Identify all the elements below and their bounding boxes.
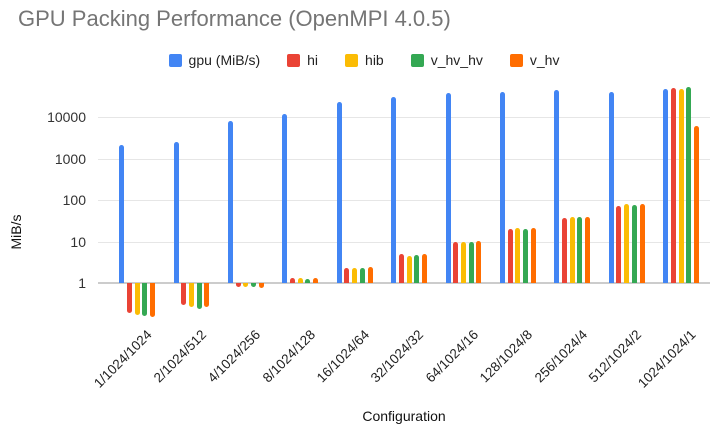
y-tick-label-1: 1 [78,275,86,291]
bar-hi-1024-1024-1[interactable] [670,87,676,283]
bar-v-hv-4-1024-256[interactable] [258,283,264,289]
gridline-1000 [98,158,710,160]
legend-swatch-v-hv-hv [410,53,424,67]
bar-v-hv-32-1024-32[interactable] [421,254,427,283]
gridline-100 [98,200,710,201]
y-axis-title: MiB/s [8,214,24,250]
legend-label: v_hv [529,52,560,68]
bar-v-hv-1-1024-1024[interactable] [149,283,155,318]
bar-gpu-mib-s-128-1024-8[interactable] [499,92,505,283]
legend-item-hi: hi [287,52,318,68]
legend-swatch-v-hv [509,53,523,67]
bar-hi-1-1024-1024[interactable] [126,283,132,313]
bar-hi-128-1024-8[interactable] [507,229,513,283]
bar-hib-32-1024-32[interactable] [406,255,412,283]
bar-hi-512-1024-2[interactable] [616,205,622,283]
bar-hib-8-1024-128[interactable] [297,278,303,283]
x-tick-label-1024-1024-1: 1024/1024/1 [634,327,699,391]
bar-hi-16-1024-64[interactable] [344,267,350,283]
bar-v-hv-hv-128-1024-8[interactable] [523,228,528,283]
gridline-1 [98,282,710,284]
gridline-10 [98,241,710,243]
bar-gpu-mib-s-4-1024-256[interactable] [227,121,233,283]
bar-v-hv-128-1024-8[interactable] [530,228,536,283]
bar-v-hv-256-1024-4[interactable] [585,216,591,283]
bar-hib-1024-1024-1[interactable] [678,88,684,283]
bar-v-hv-hv-1024-1024-1[interactable] [686,86,692,283]
legend-swatch-gpu-mib-s [168,53,182,67]
bar-hib-64-1024-16[interactable] [460,242,466,283]
x-tick-label-1-1024-1024: 1/1024/1024 [90,327,155,391]
bar-v-hv-hv-1-1024-1024[interactable] [142,283,148,317]
bar-v-hv-hv-64-1024-16[interactable] [468,242,474,283]
y-tick-label-1000: 1000 [54,150,86,167]
bar-gpu-mib-s-1024-1024-1[interactable] [663,89,669,283]
y-tick-label-100: 100 [62,192,86,208]
bar-gpu-mib-s-512-1024-2[interactable] [608,91,614,283]
gridline-10000 [98,117,710,118]
x-tick-label-32-1024-32: 32/1024/32 [368,327,427,386]
bar-hib-512-1024-2[interactable] [624,204,630,283]
plot-area [98,85,710,320]
legend: gpu (MiB/s) hi hib v_hv_hv v_hv [0,52,728,68]
bar-gpu-mib-s-8-1024-128[interactable] [282,113,288,283]
legend-item-gpu-mib-s: gpu (MiB/s) [168,52,261,68]
bar-v-hv-8-1024-128[interactable] [313,278,319,283]
bar-hib-128-1024-8[interactable] [515,227,521,283]
x-tick-label-2-1024-512: 2/1024/512 [150,327,210,386]
legend-item-v-hv: v_hv [509,52,560,68]
y-tick-label-10: 10 [70,233,86,250]
bar-v-hv-2-1024-512[interactable] [204,283,210,308]
bar-hi-256-1024-4[interactable] [562,218,567,283]
bar-hi-4-1024-256[interactable] [235,283,241,288]
bar-v-hv-64-1024-16[interactable] [476,240,482,283]
bar-hi-32-1024-32[interactable] [398,254,404,283]
x-tick-label-64-1024-16: 64/1024/16 [422,327,482,386]
bar-hib-256-1024-4[interactable] [569,216,575,283]
bar-v-hv-hv-256-1024-4[interactable] [577,217,583,283]
x-tick-label-16-1024-64: 16/1024/64 [313,327,373,386]
legend-item-v-hv-hv: v_hv_hv [410,52,483,68]
bar-v-hv-1024-1024-1[interactable] [693,125,699,283]
x-axis-title: Configuration [362,408,446,424]
legend-label: v_hv_hv [430,52,483,68]
bar-hib-16-1024-64[interactable] [352,268,358,283]
bar-v-hv-16-1024-64[interactable] [367,267,373,283]
x-tick-label-256-1024-4: 256/1024/4 [531,327,590,386]
bar-gpu-mib-s-16-1024-64[interactable] [336,101,342,283]
legend-label: hib [365,52,384,68]
legend-swatch-hi [287,53,301,67]
bar-gpu-mib-s-256-1024-4[interactable] [554,90,560,283]
bar-v-hv-512-1024-2[interactable] [639,204,645,283]
bar-gpu-mib-s-64-1024-16[interactable] [445,92,451,283]
chart-title: GPU Packing Performance (OpenMPI 4.0.5) [18,6,451,31]
bar-v-hv-hv-512-1024-2[interactable] [631,205,637,283]
legend-label: hi [307,52,319,68]
legend-swatch-hib [345,53,359,67]
bar-v-hv-hv-2-1024-512[interactable] [196,283,202,309]
bar-v-hv-hv-8-1024-128[interactable] [305,278,311,283]
legend-label: gpu (MiB/s) [188,52,261,68]
bar-hib-4-1024-256[interactable] [243,283,249,288]
bar-gpu-mib-s-2-1024-512[interactable] [173,141,179,283]
y-tick-label-10000: 10000 [47,109,86,125]
bar-v-hv-hv-16-1024-64[interactable] [359,267,365,283]
bar-hi-64-1024-16[interactable] [453,241,459,283]
bar-v-hv-hv-32-1024-32[interactable] [414,255,420,283]
x-tick-label-128-1024-8: 128/1024/8 [477,327,536,386]
x-tick-label-4-1024-256: 4/1024/256 [205,327,264,386]
bar-hi-8-1024-128[interactable] [290,278,295,283]
bar-gpu-mib-s-1-1024-1024[interactable] [119,145,125,283]
bar-hi-2-1024-512[interactable] [181,283,187,305]
legend-item-hib: hib [345,52,384,68]
bar-v-hv-hv-4-1024-256[interactable] [251,283,256,288]
x-tick-label-512-1024-2: 512/1024/2 [585,327,645,386]
x-tick-label-8-1024-128: 8/1024/128 [259,327,318,386]
bar-hib-2-1024-512[interactable] [188,283,194,307]
bar-gpu-mib-s-32-1024-32[interactable] [391,97,397,283]
bar-hib-1-1024-1024[interactable] [134,283,140,315]
